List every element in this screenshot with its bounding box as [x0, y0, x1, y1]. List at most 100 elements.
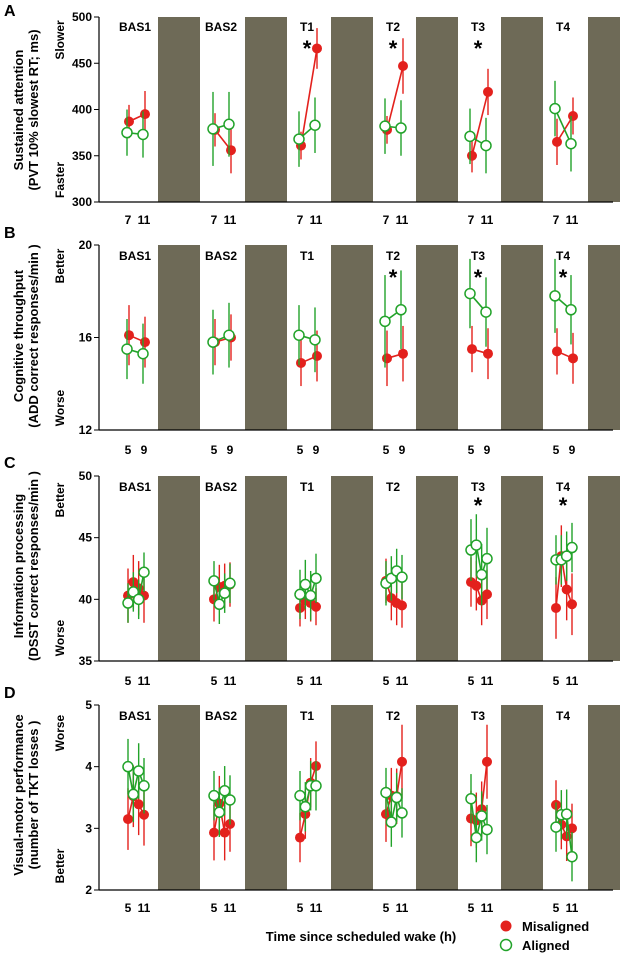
aligned-point: [213, 598, 226, 611]
y-axis-label-units: (ADD correct responses/min ): [26, 244, 41, 428]
aligned-point: [121, 343, 133, 355]
x-tick-label: 9: [569, 443, 576, 457]
y-tick-label: 5: [85, 698, 92, 712]
misaligned-point: [312, 43, 322, 54]
aligned-point: [218, 784, 231, 797]
y-tick-label: 300: [72, 195, 92, 209]
aligned-point: [395, 304, 407, 316]
x-tick-label: 9: [313, 443, 320, 457]
night-band: [416, 17, 458, 202]
x-tick-label: 11: [566, 674, 579, 688]
x-tick-label: 11: [481, 674, 494, 688]
x-tick-label: 5: [211, 674, 218, 688]
aligned-point: [138, 566, 150, 578]
x-tick-label: 11: [224, 901, 237, 915]
y-tick-label: 450: [72, 56, 92, 70]
y-tick-label: 20: [79, 238, 93, 252]
x-tick-label: 5: [468, 901, 475, 915]
x-tick-label: 7: [468, 213, 475, 227]
night-band: [501, 17, 543, 202]
aligned-point: [121, 126, 133, 139]
x-tick-label: 5: [383, 674, 390, 688]
aligned-point: [385, 816, 398, 828]
aligned-point: [213, 806, 226, 819]
significance-star: *: [389, 36, 398, 61]
aligned-point: [208, 575, 220, 587]
aligned-point: [465, 792, 477, 805]
misaligned-point: [139, 809, 149, 820]
aligned-point: [223, 118, 235, 131]
direction-label-top: Slower: [53, 20, 67, 60]
aligned-point: [207, 336, 219, 348]
night-band: [158, 705, 200, 890]
aligned-point: [293, 329, 305, 341]
misaligned-point: [140, 109, 150, 120]
misaligned-point: [467, 150, 477, 161]
session-label: T1: [300, 709, 314, 723]
aligned-point: [223, 329, 235, 341]
x-tick-label: 11: [138, 213, 151, 227]
x-tick-label: 11: [138, 674, 151, 688]
aligned-point: [464, 287, 476, 300]
session-label: T3: [471, 249, 485, 263]
misaligned-line: [300, 48, 318, 146]
aligned-point: [565, 137, 577, 150]
aligned-point: [122, 760, 134, 773]
aligned-point: [224, 577, 236, 590]
session-label: BAS2: [205, 20, 237, 34]
y-axis-label: Sustained attention: [11, 50, 26, 171]
misaligned-point: [397, 600, 407, 611]
aligned-point: [380, 786, 392, 799]
misaligned-point: [483, 86, 493, 97]
misaligned-point: [398, 348, 408, 359]
night-band: [331, 245, 373, 430]
significance-star: *: [559, 265, 568, 290]
aligned-point: [475, 810, 488, 822]
aligned-point: [470, 539, 483, 551]
aligned-point: [137, 347, 149, 360]
aligned-line: [554, 108, 572, 145]
direction-label-bottom: Faster: [53, 162, 67, 198]
misaligned-point: [568, 353, 578, 364]
aligned-line: [385, 792, 403, 823]
misaligned-point: [295, 832, 305, 843]
aligned-point: [218, 587, 231, 599]
misaligned-point: [568, 110, 578, 121]
aligned-point: [560, 808, 573, 820]
x-tick-label: 11: [481, 901, 494, 915]
night-band: [245, 245, 287, 430]
aligned-point: [132, 593, 145, 606]
misaligned-point: [219, 827, 230, 838]
aligned-point: [207, 123, 219, 135]
night-band: [245, 476, 287, 661]
misaligned-point: [296, 357, 306, 368]
aligned-point: [481, 552, 493, 565]
x-tick-label: 9: [399, 443, 406, 457]
x-tick-label: 5: [553, 674, 560, 688]
x-tick-label: 11: [310, 674, 323, 688]
session-label: T2: [386, 249, 400, 263]
night-band: [588, 17, 620, 202]
aligned-point: [565, 304, 577, 316]
x-tick-label: 5: [211, 443, 218, 457]
x-tick-label: 11: [396, 674, 409, 688]
panel-letter: C: [4, 455, 16, 472]
night-band: [158, 245, 200, 430]
aligned-point: [480, 306, 492, 318]
aligned-point: [396, 807, 408, 819]
x-tick-label: 11: [224, 674, 237, 688]
legend-aligned-label: Aligned: [522, 938, 570, 953]
x-tick-label: 11: [566, 213, 579, 227]
y-axis-label: Cognitive throughput: [11, 269, 26, 402]
misaligned-point: [552, 136, 562, 147]
x-tick-label: 11: [396, 901, 409, 915]
y-tick-label: 16: [79, 331, 93, 345]
misaligned-point: [551, 602, 561, 613]
session-label: T3: [471, 480, 485, 494]
direction-label-bottom: Better: [53, 848, 67, 883]
session-label: T4: [556, 249, 570, 263]
x-axis-label: Time since scheduled wake (h): [266, 929, 457, 944]
direction-label-bottom: Worse: [53, 619, 67, 656]
aligned-point: [299, 801, 312, 813]
aligned-point: [549, 290, 561, 302]
